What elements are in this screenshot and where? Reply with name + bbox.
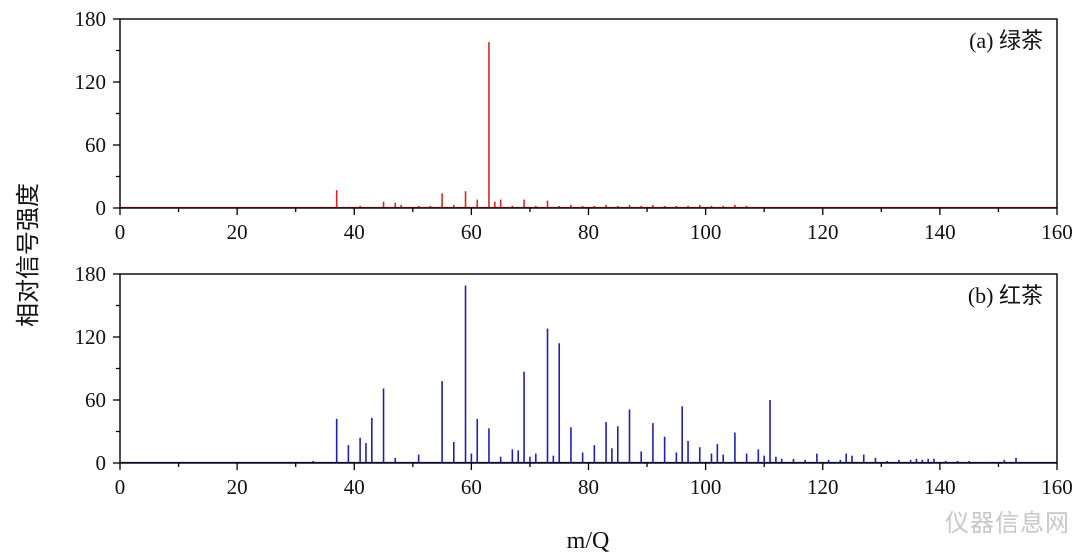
panel-label: (b) 红茶: [968, 283, 1043, 308]
y-tick-label: 180: [75, 7, 107, 31]
x-tick-label: 20: [227, 475, 248, 499]
y-tick-label: 0: [96, 196, 107, 220]
x-tick-label: 20: [227, 220, 248, 244]
plot-frame: [119, 273, 1058, 464]
y-tick-label: 180: [75, 262, 107, 286]
x-tick-label: 120: [807, 220, 839, 244]
panel-label: (a) 绿茶: [969, 28, 1043, 53]
y-tick-label: 60: [85, 388, 106, 412]
x-tick-label: 140: [924, 475, 956, 499]
x-tick-label: 100: [690, 475, 722, 499]
watermark-text: 仪器信息网: [945, 509, 1070, 537]
x-tick-label: 120: [807, 475, 839, 499]
y-tick-label: 60: [85, 133, 106, 157]
x-tick-label: 160: [1041, 220, 1073, 244]
x-tick-label: 140: [924, 220, 956, 244]
x-tick-label: 80: [578, 475, 599, 499]
x-tick-label: 0: [115, 220, 126, 244]
y-tick-label: 0: [96, 451, 107, 475]
y-tick-label: 120: [75, 325, 107, 349]
panel-b-black-tea: 0 20 40 60 80 100 120 140 160 0 60 120 180 (b) 红茶: [75, 262, 1073, 499]
x-tick-label: 0: [115, 475, 126, 499]
x-axis-title: m/Q: [567, 528, 610, 554]
y-axis-title: 相对信号强度: [15, 183, 42, 327]
x-tick-label: 60: [461, 475, 482, 499]
y-tick-label: 120: [75, 70, 107, 94]
x-tick-label: 40: [344, 475, 365, 499]
x-tick-label: 60: [461, 220, 482, 244]
x-tick-label: 40: [344, 220, 365, 244]
x-tick-label: 100: [690, 220, 722, 244]
x-tick-label: 80: [578, 220, 599, 244]
plot-frame: [119, 18, 1058, 209]
panel-a-green-tea: 0 20 40 60 80 100 120 140 160 0 60 120 180 (a) 绿茶: [75, 7, 1073, 244]
x-tick-label: 160: [1041, 475, 1073, 499]
